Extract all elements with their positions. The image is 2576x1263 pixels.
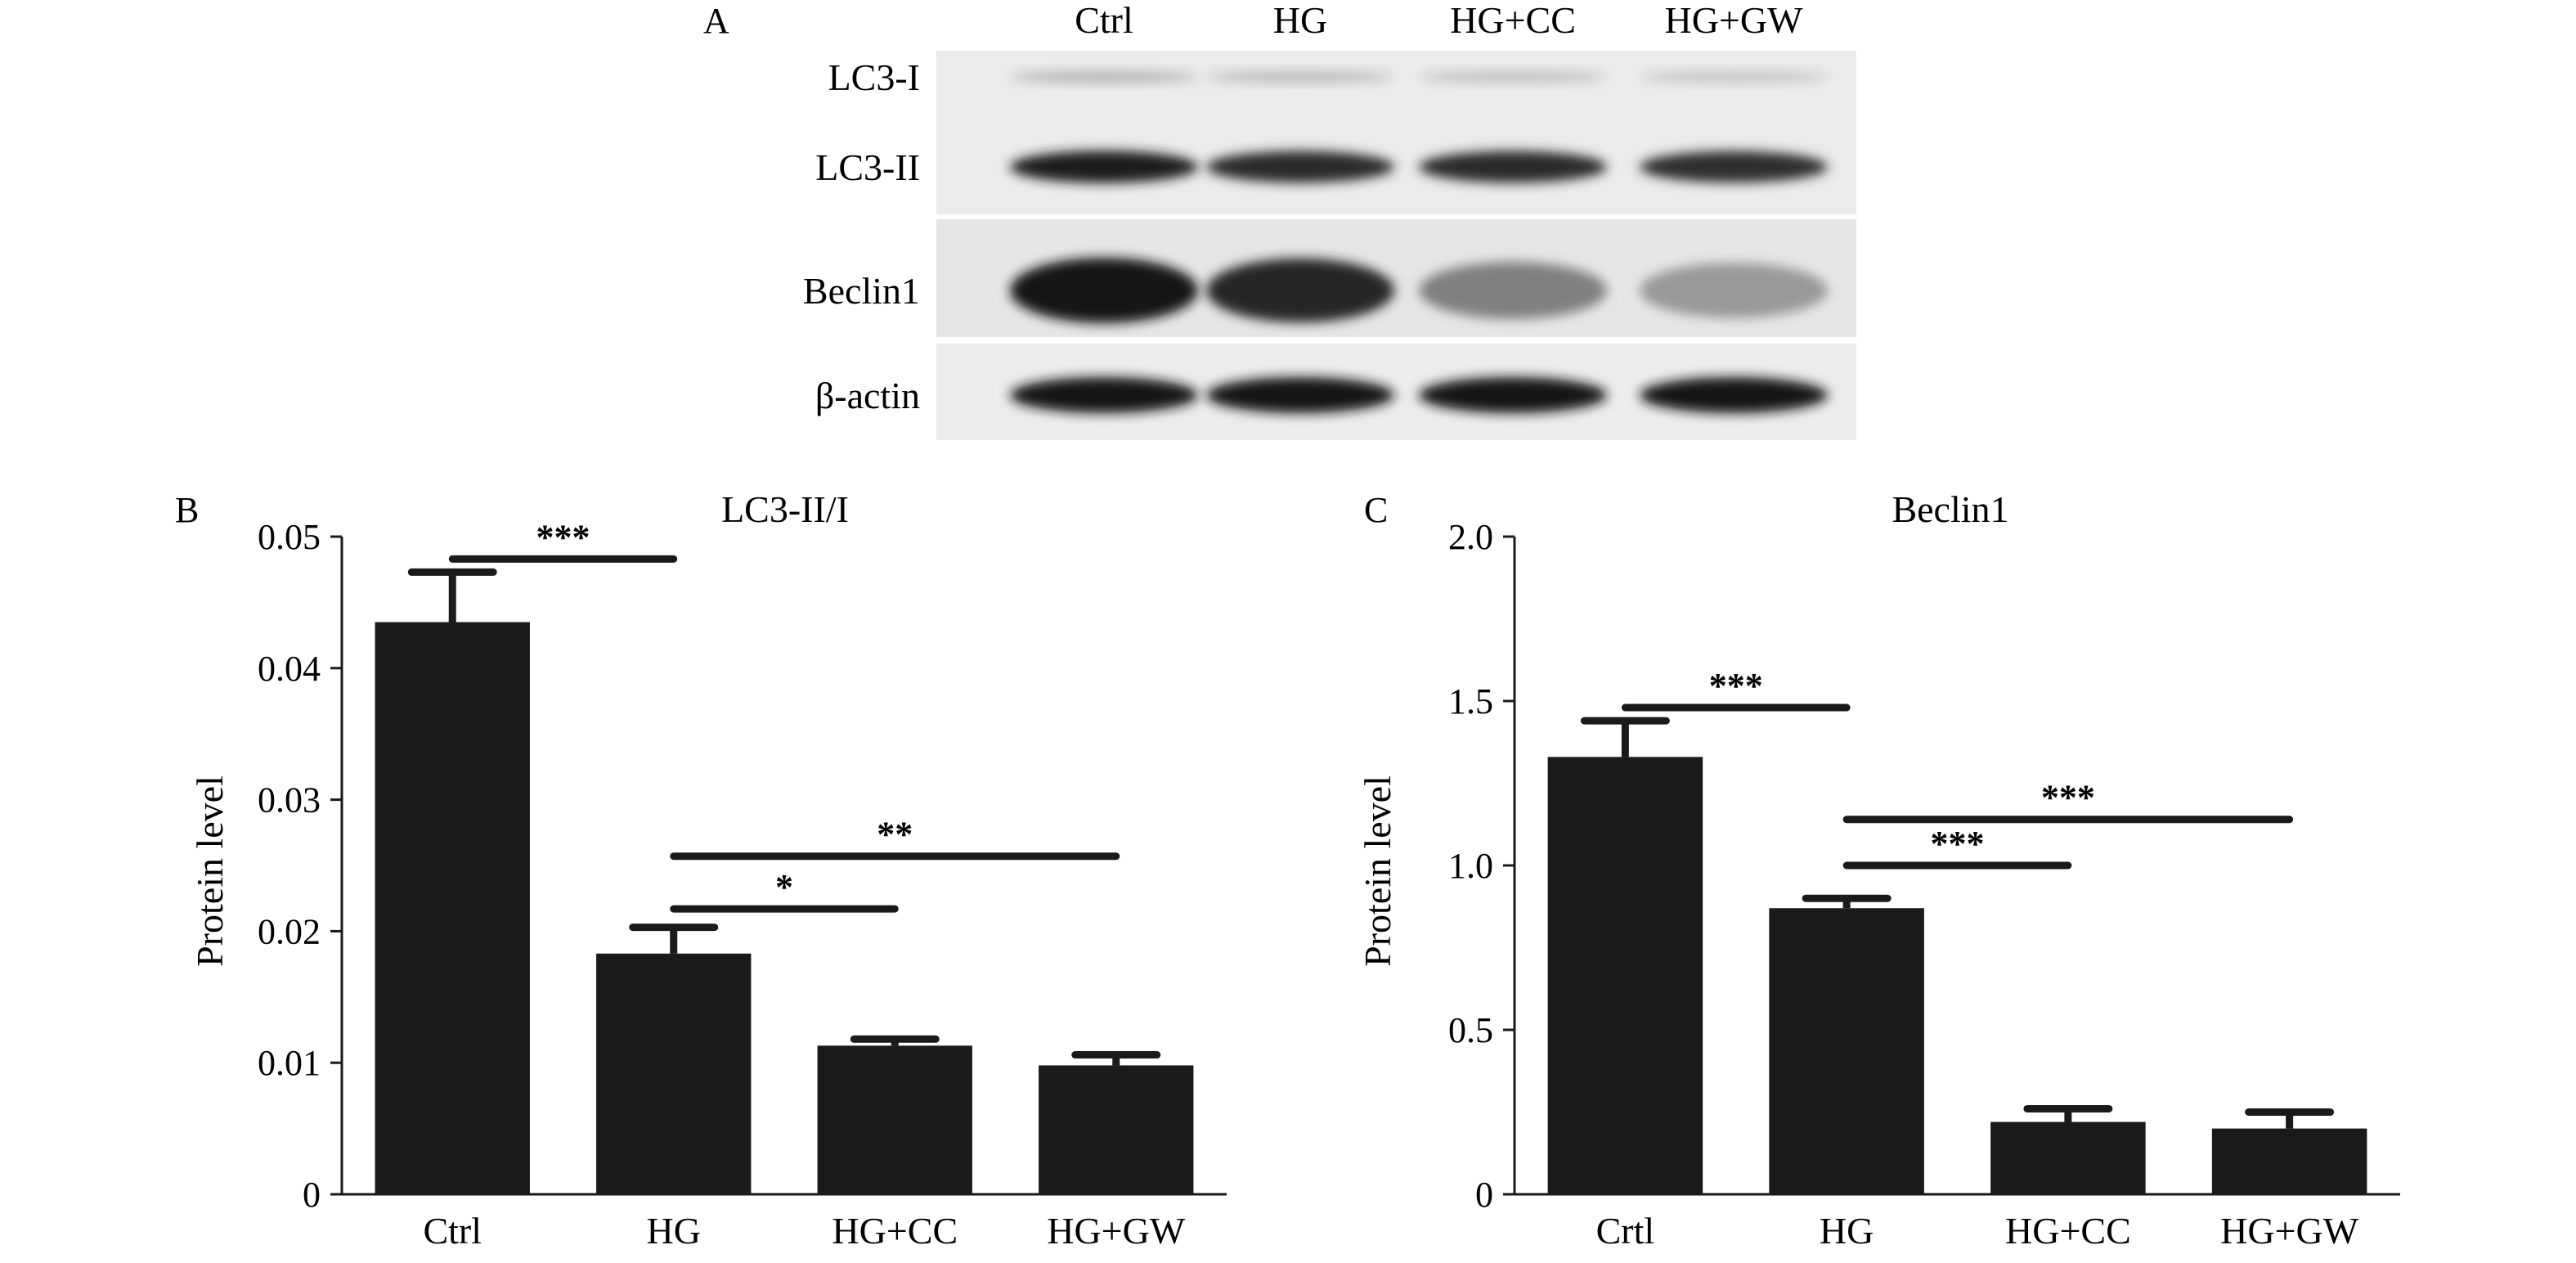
b-significance-label-2: ** [877,815,913,855]
chart-c-bars [1547,717,2367,1194]
blot-band-0-1 [1206,70,1394,83]
b-bar-2 [817,1045,972,1194]
c-y-tick-label-1: 0.5 [1448,1010,1493,1050]
c-category-label-1: HG [1820,1210,1874,1252]
c-bar-0 [1547,757,1703,1194]
b-bar-1 [596,953,752,1194]
c-bar-1 [1769,908,1924,1194]
b-category-label-0: Ctrl [423,1210,482,1252]
c-significance-label-1: *** [1931,824,1985,864]
b-y-tick-label-4: 0.04 [258,649,321,689]
b-bar-0 [375,622,530,1194]
chart-c-category-labels: Crtl HG HG+CC HG+GW [1596,1210,2359,1252]
blot-band-2-2 [1419,262,1607,319]
b-y-tick-label-2: 0.02 [258,911,321,951]
c-y-tick-label-3: 1.5 [1448,681,1493,721]
lane-label-1: HG [1273,0,1327,41]
chart-c-y-axis-title: Protein level [1357,775,1398,967]
c-category-label-0: Crtl [1596,1210,1655,1252]
panel-b-letter: B [175,490,199,530]
b-y-tick-label-0: 0 [303,1175,321,1215]
blot-band-1-1 [1206,151,1394,183]
blot-band-1-3 [1640,151,1828,183]
chart-c-title: Beclin1 [1892,488,2008,530]
c-bar-2 [1990,1121,2146,1194]
chart-c-y-ticks: 0 0.5 1.0 1.5 2.0 [1448,517,1515,1215]
blot-band-3-1 [1206,377,1394,413]
lane-label-3: HG+GW [1664,0,1803,41]
b-category-label-2: HG+CC [832,1210,958,1252]
b-significance-label-0: *** [536,517,590,557]
c-y-tick-label-4: 2.0 [1448,517,1493,557]
b-category-label-3: HG+GW [1047,1210,1186,1252]
b-category-label-1: HG [647,1210,701,1252]
panel-a-letter: A [703,1,729,41]
blot-band-2-1 [1206,258,1394,323]
b-significance-label-1: * [775,867,793,907]
b-y-tick-label-3: 0.03 [258,780,321,820]
b-y-tick-label-1: 0.01 [258,1043,321,1083]
lane-label-0: Ctrl [1075,0,1133,41]
c-significance-label-2: *** [2041,778,2095,818]
protein-label-1: LC3-II [815,146,920,188]
c-y-tick-label-2: 1.0 [1448,846,1493,886]
chart-b-bars [375,568,1194,1194]
c-y-tick-label-0: 0 [1475,1175,1493,1215]
blot-bands [1010,70,1828,413]
chart-b-significance: ****** [448,517,1120,913]
blot-band-2-0 [1010,258,1198,323]
blot-band-3-2 [1419,377,1607,413]
chart-b-category-labels: Ctrl HG HG+CC HG+GW [423,1210,1185,1252]
panel-c-letter: C [1364,490,1388,530]
chart-b-lc3-ratio: B LC3-II/I Protein level 0 0.01 0.02 0.03 0.… [175,488,1227,1252]
protein-label-3: β-actin [815,375,920,416]
protein-labels: LC3-I LC3-II Beclin1 β-actin [803,56,920,416]
c-category-label-3: HG+GW [2220,1210,2359,1252]
chart-b-y-axis-title: Protein level [189,775,231,967]
c-significance-label-0: *** [1709,666,1763,706]
blot-band-1-2 [1419,151,1607,183]
c-bar-3 [2211,1128,2367,1194]
blot-band-2-3 [1640,263,1828,318]
c-category-label-2: HG+CC [2005,1210,2131,1252]
b-y-tick-label-5: 0.05 [258,517,321,557]
chart-c-beclin1: C Beclin1 Protein level 0 0.5 1.0 1.5 2.0 Cr… [1357,488,2400,1252]
lane-labels: Ctrl HG HG+CC HG+GW [1075,0,1803,41]
chart-b-y-ticks: 0 0.01 0.02 0.03 0.04 0.05 [258,517,342,1215]
lane-label-2: HG+CC [1450,0,1576,41]
b-bar-3 [1039,1065,1194,1194]
blot-band-3-0 [1010,377,1198,413]
blot-band-0-3 [1640,70,1828,83]
blot-band-1-0 [1010,151,1198,183]
chart-b-title: LC3-II/I [721,488,849,530]
blot-band-3-3 [1640,377,1828,413]
blot-band-0-2 [1419,70,1607,83]
panel-a-western-blot: A Ctrl HG HG+CC HG+GW LC3-I LC3-II Beclin1 β-a… [703,0,1856,440]
protein-label-0: LC3-I [828,56,920,98]
chart-c-significance: *** *** *** [1621,666,2294,870]
blot-band-0-0 [1010,70,1198,83]
protein-label-2: Beclin1 [803,270,920,312]
